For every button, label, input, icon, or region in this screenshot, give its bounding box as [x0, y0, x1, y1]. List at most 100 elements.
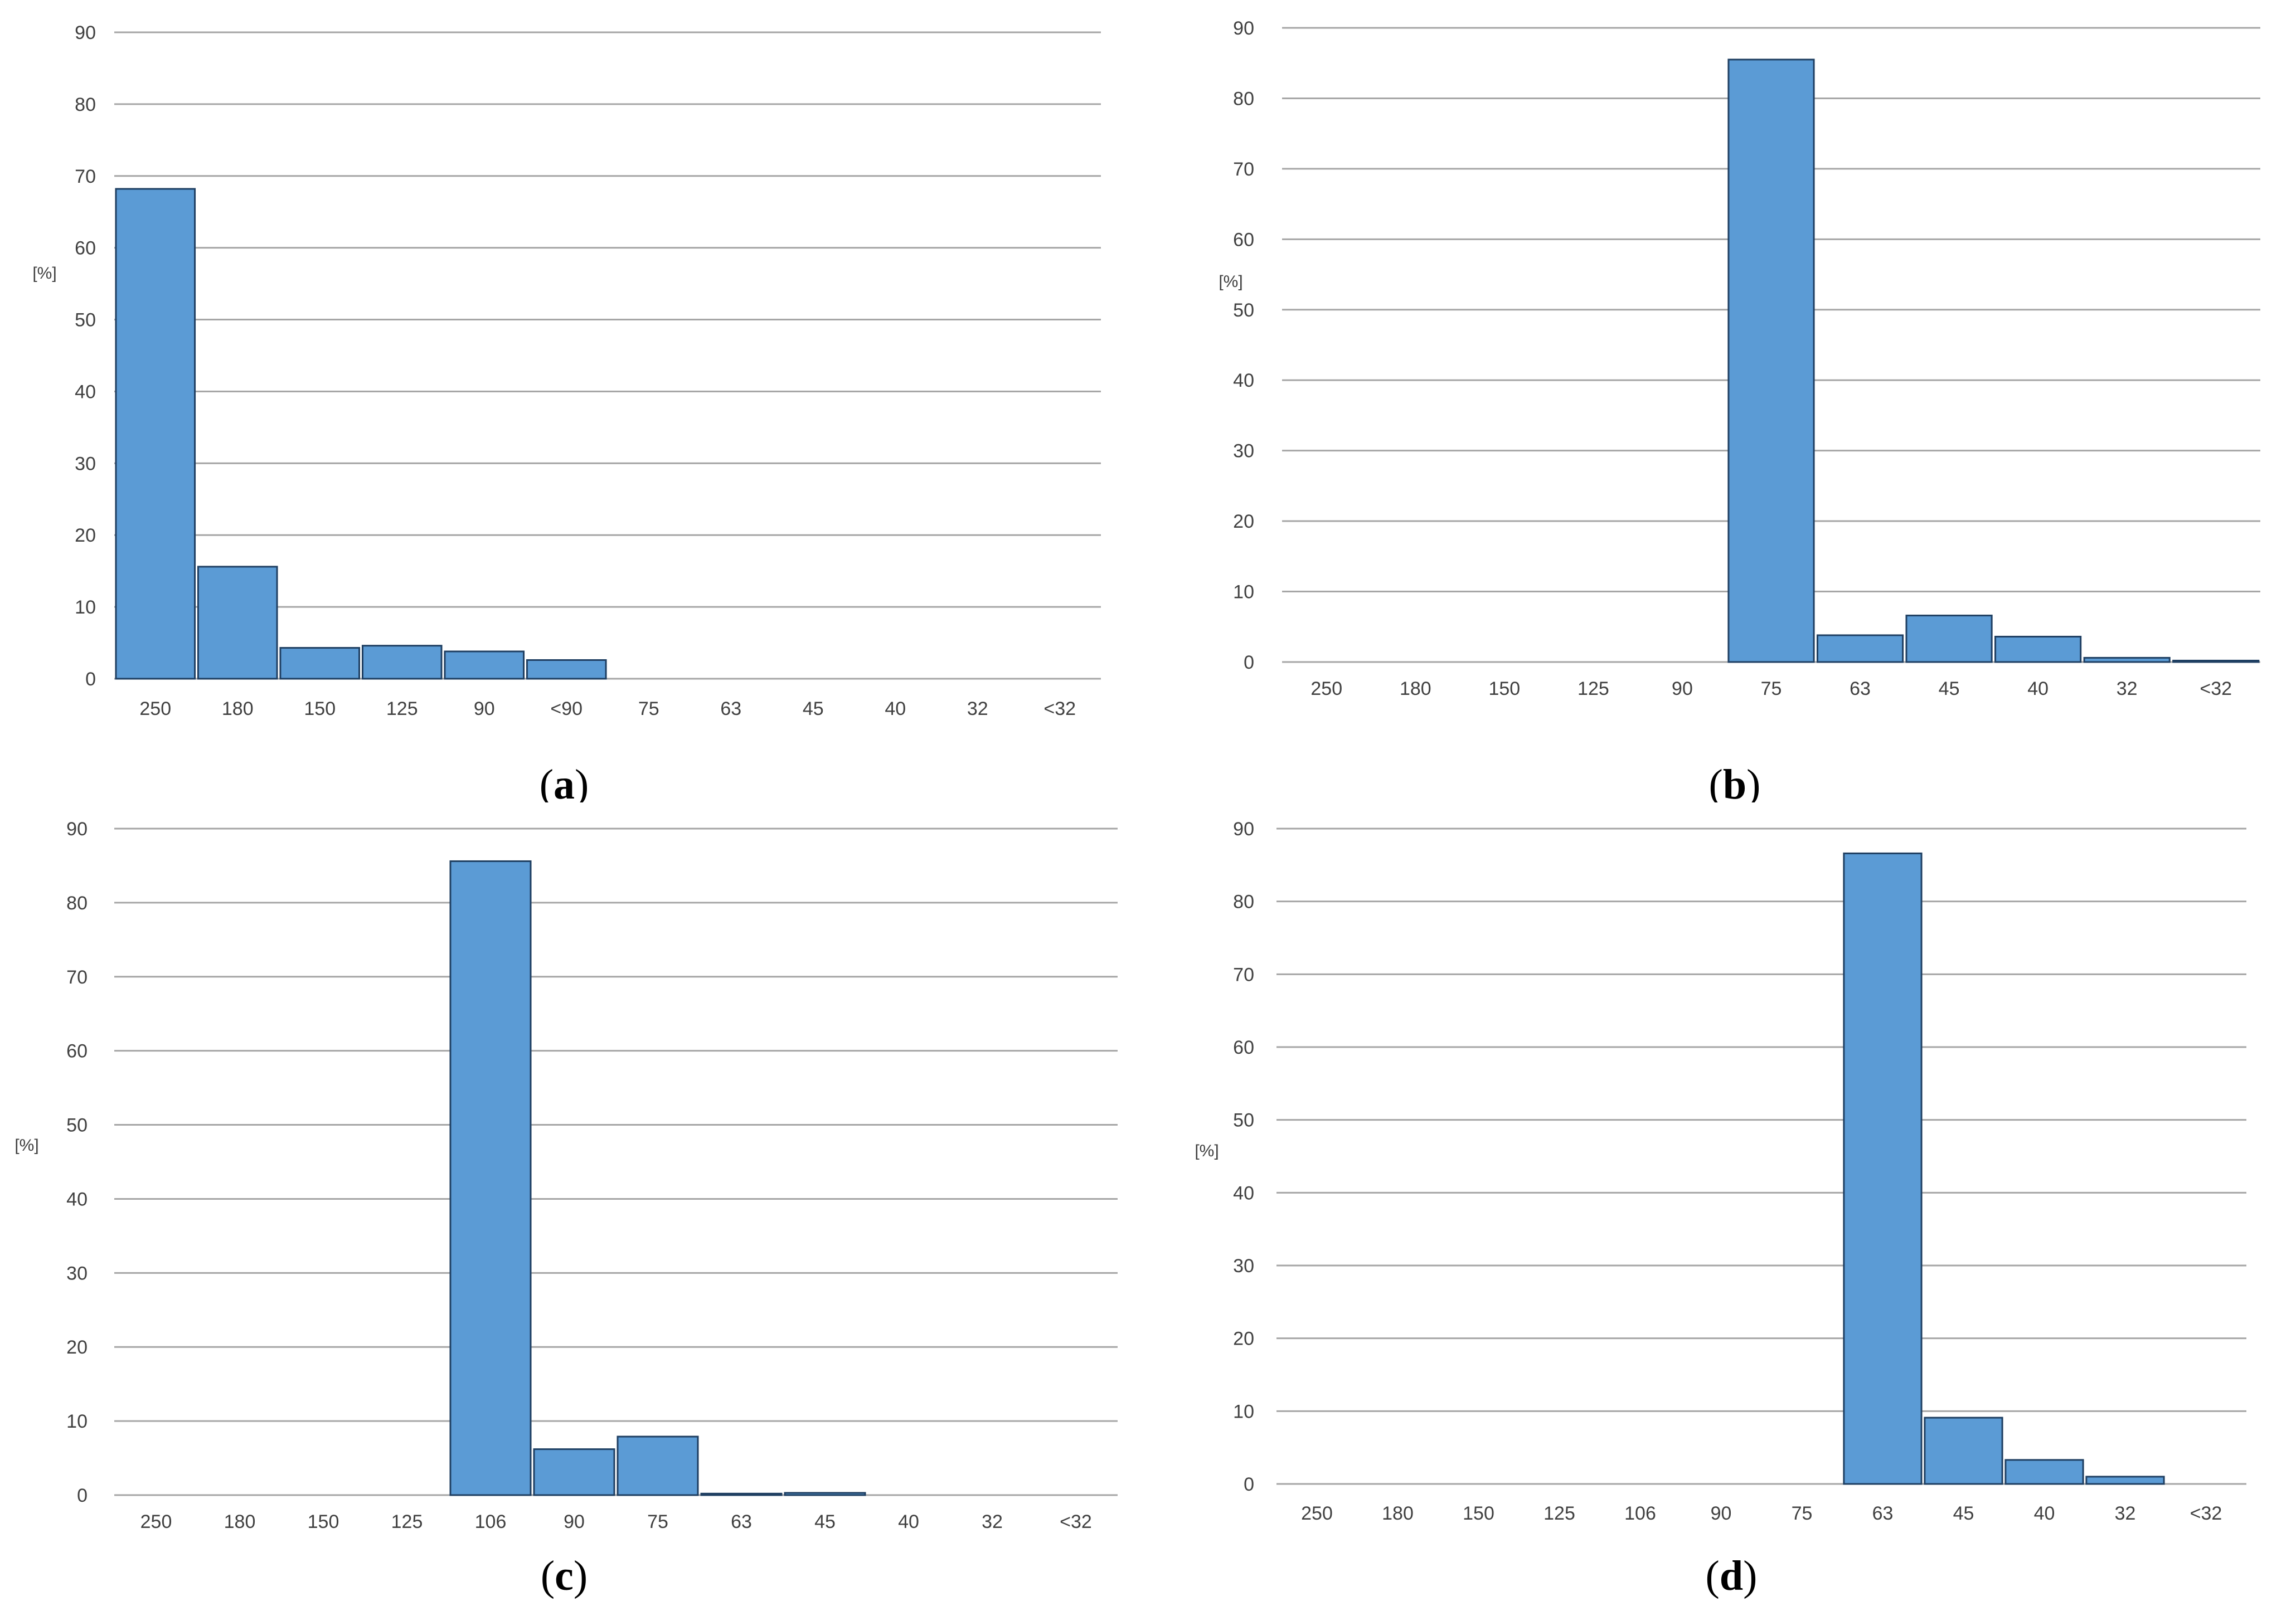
chart-c-xtick-label: 106: [475, 1511, 507, 1532]
chart-b-bar-<32: [2172, 659, 2260, 663]
chart-a-xtick-label: <90: [550, 698, 583, 719]
chart-a-ytick-label: 40: [75, 381, 96, 402]
chart-a-xtick-label: 63: [720, 698, 741, 719]
chart-a-ytick-label: 20: [75, 525, 96, 546]
chart-c-xtick-label: 75: [647, 1511, 668, 1532]
chart-c-xtick-label: 90: [564, 1511, 585, 1532]
chart-c-ylabel: [%]: [14, 1136, 38, 1155]
chart-b-xtick-label: 75: [1761, 678, 1782, 699]
chart-b-xtick-label: 40: [2027, 678, 2049, 699]
chart-c-ytick-label: 60: [66, 1041, 88, 1062]
chart-b-ytick-label: 80: [1233, 88, 1254, 109]
chart-b-xtick-label: 63: [1850, 678, 1871, 699]
chart-b-ytick-label: 40: [1233, 370, 1254, 391]
chart-c-ytick-label: 80: [66, 893, 88, 914]
chart-c-ytick-label: 20: [66, 1337, 88, 1358]
chart-a-xtick-label: 75: [638, 698, 659, 719]
chart-b-bar-63: [1816, 634, 1904, 663]
chart-b-ylabel: [%]: [1219, 272, 1242, 291]
chart-a-bar-90: [444, 650, 525, 680]
chart-b-xtick-label: 90: [1672, 678, 1693, 699]
chart-c-ytick-label: 0: [77, 1485, 88, 1506]
chart-c-xtick-label: <32: [1060, 1511, 1092, 1532]
chart-a-ytick-label: 30: [75, 453, 96, 474]
chart-d-xtick-label: <32: [2190, 1503, 2222, 1524]
chart-a-xtick-label: 180: [222, 698, 254, 719]
chart-a-ytick-label: 0: [85, 669, 96, 690]
chart-a-xtick-label: 32: [967, 698, 988, 719]
chart-b-svg: 0 10 20 30 40 50 60 70 80 90 [%] 250 180 150 125 90 75 63…: [1219, 18, 2260, 699]
chart-c-xtick-label: 180: [224, 1511, 256, 1532]
chart-c-xtick-label: 250: [140, 1511, 172, 1532]
chart-a-ytick-label: 70: [75, 166, 96, 187]
chart-d-xtick-label: 32: [2115, 1503, 2136, 1524]
chart-a-ytick-label: 10: [75, 597, 96, 618]
caption-d: (d): [1705, 1552, 1758, 1599]
chart-c-ytick-label: 10: [66, 1411, 88, 1432]
chart-b-ytick-label: 90: [1233, 18, 1254, 39]
chart-c-svg: 0 10 20 30 40 50 60 70 80 90 [%] 250 180 150 125 106 90 7…: [14, 819, 1118, 1532]
chart-d-xtick-label: 75: [1792, 1503, 1813, 1524]
chart-d-xtick-label: 180: [1382, 1503, 1414, 1524]
chart-panel-a: 0 10 20 30 40 50 60 70 80 90 [%] 250 180 150 125 90 <90 7…: [0, 0, 1148, 741]
chart-d-xtick-label: 250: [1301, 1503, 1333, 1524]
chart-d-ytick-label: 0: [1244, 1474, 1254, 1495]
chart-d-xtick-label: 106: [1624, 1503, 1656, 1524]
chart-b-ytick-label: 70: [1233, 159, 1254, 180]
chart-d-bar-63: [1843, 852, 1923, 1485]
chart-c-ytick-label: 40: [66, 1189, 88, 1210]
chart-b-bar-45: [1905, 615, 1993, 663]
chart-panel-b: 0 10 20 30 40 50 60 70 80 90 [%] 250 180 150 125 90 75 63…: [1148, 0, 2296, 741]
chart-c-ytick-label: 90: [66, 819, 88, 840]
chart-a-xtick-label: 40: [885, 698, 906, 719]
chart-a-bar-<90: [526, 659, 607, 680]
chart-d-bar-40: [2004, 1459, 2084, 1485]
chart-c-xtick-label: 125: [391, 1511, 423, 1532]
chart-panel-c: 0 10 20 30 40 50 60 70 80 90 [%] 250 180 150 125 106 90 7…: [0, 802, 1148, 1566]
chart-d-ytick-label: 10: [1233, 1401, 1254, 1422]
chart-c-ytick-label: 50: [66, 1115, 88, 1136]
chart-d-ytick-label: 20: [1233, 1328, 1254, 1350]
chart-b-xtick-label: 250: [1310, 678, 1342, 699]
chart-a-ytick-label: 90: [75, 22, 96, 43]
chart-d-ytick-label: 70: [1233, 964, 1254, 985]
chart-d-xtick-label: 63: [1872, 1503, 1894, 1524]
chart-d-bar-32: [2085, 1476, 2165, 1485]
chart-a-bar-150: [279, 647, 361, 680]
chart-d-xtick-label: 90: [1711, 1503, 1732, 1524]
chart-c-xtick-label: 150: [308, 1511, 339, 1532]
chart-b-bar-40: [1994, 635, 2082, 663]
chart-c-bar-45: [784, 1492, 866, 1496]
chart-c-xtick-label: 40: [898, 1511, 919, 1532]
chart-a-bar-125: [361, 645, 443, 680]
chart-d-xtick-label: 150: [1463, 1503, 1494, 1524]
chart-c-ytick-label: 30: [66, 1263, 88, 1284]
chart-a-ytick-label: 60: [75, 238, 96, 259]
chart-b-ytick-label: 30: [1233, 441, 1254, 462]
chart-b-xtick-label: 180: [1400, 678, 1431, 699]
chart-c-bar-63: [700, 1492, 783, 1496]
chart-b-ytick-label: 20: [1233, 511, 1254, 532]
chart-d-xtick-label: 45: [1953, 1503, 1974, 1524]
chart-c-xtick-label: 32: [982, 1511, 1003, 1532]
chart-d-bar-45: [1924, 1417, 2003, 1485]
chart-c-bar-106: [449, 860, 532, 1496]
chart-b-xtick-label: 45: [1939, 678, 1960, 699]
chart-panel-d: 0 10 20 30 40 50 60 70 80 90 [%] 250 180 150 125 106 90 7…: [1148, 802, 2296, 1566]
chart-a-xtick-label: 125: [386, 698, 418, 719]
caption-a: (a): [539, 761, 589, 808]
chart-a-ytick-label: 50: [75, 310, 96, 331]
chart-b-ytick-label: 60: [1233, 229, 1254, 250]
chart-a-svg: 0 10 20 30 40 50 60 70 80 90 [%] 250 180 150 125 90 <90 7…: [32, 22, 1101, 719]
chart-c-ytick-label: 70: [66, 967, 88, 988]
chart-b-xtick-label: 150: [1488, 678, 1520, 699]
caption-b: (b): [1708, 761, 1761, 808]
chart-d-ytick-label: 40: [1233, 1182, 1254, 1204]
chart-b-bar-75: [1727, 59, 1815, 663]
chart-b-ytick-label: 0: [1244, 652, 1254, 673]
chart-d-xtick-label: 125: [1543, 1503, 1575, 1524]
chart-d-ytick-label: 90: [1233, 819, 1254, 840]
chart-d-svg: 0 10 20 30 40 50 60 70 80 90 [%] 250 180 150 125 106 90 7…: [1195, 819, 2246, 1524]
chart-a-xtick-label: 90: [474, 698, 495, 719]
chart-c-bar-75: [617, 1435, 699, 1496]
